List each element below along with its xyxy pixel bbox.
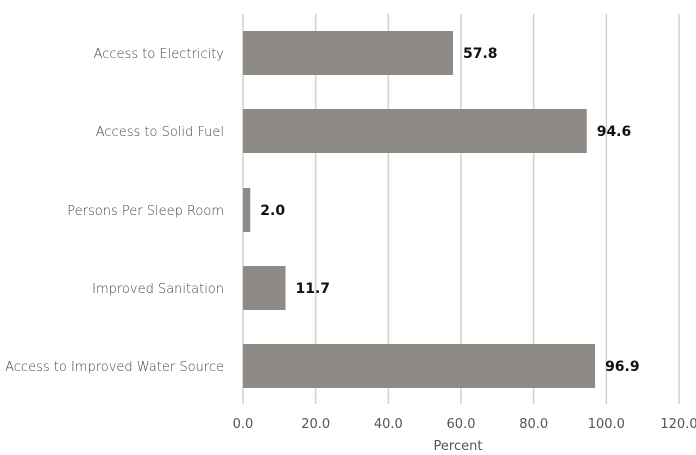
gridlines xyxy=(242,14,680,404)
x-tick-label-6: 120.0 xyxy=(660,417,696,432)
x-tick-label-3: 60.0 xyxy=(447,417,476,432)
category-label-3: Improved Sanitation xyxy=(92,282,224,297)
x-tick-label-5: 100.0 xyxy=(588,417,625,432)
data-labels: 57.8 94.6 2.0 11.7 96.9 xyxy=(260,46,639,375)
category-labels: Access to Electricity Access to Solid Fue… xyxy=(5,47,224,375)
x-tick-label-1: 20.0 xyxy=(301,417,330,432)
category-label-0: Access to Electricity xyxy=(94,47,224,62)
data-label-1: 94.6 xyxy=(597,124,632,140)
data-label-4: 96.9 xyxy=(605,359,640,375)
bar-2 xyxy=(243,188,251,232)
bar-0 xyxy=(243,31,454,75)
bar-4 xyxy=(243,344,596,388)
category-label-2: Persons Per Sleep Room xyxy=(67,204,224,219)
category-label-4: Access to Improved Water Source xyxy=(5,360,224,375)
data-label-3: 11.7 xyxy=(296,281,331,297)
bar-3 xyxy=(243,266,286,310)
x-tick-labels: 0.0 20.0 40.0 60.0 80.0 100.0 120.0 xyxy=(233,417,696,432)
x-axis-title: Percent xyxy=(434,439,483,454)
x-tick-label-4: 80.0 xyxy=(519,417,548,432)
category-label-1: Access to Solid Fuel xyxy=(96,125,224,140)
bars xyxy=(243,31,596,388)
data-label-0: 57.8 xyxy=(463,46,498,62)
bar-1 xyxy=(243,109,587,153)
x-tick-label-0: 0.0 xyxy=(233,417,254,432)
data-label-2: 2.0 xyxy=(260,203,285,219)
x-tick-label-2: 40.0 xyxy=(374,417,403,432)
